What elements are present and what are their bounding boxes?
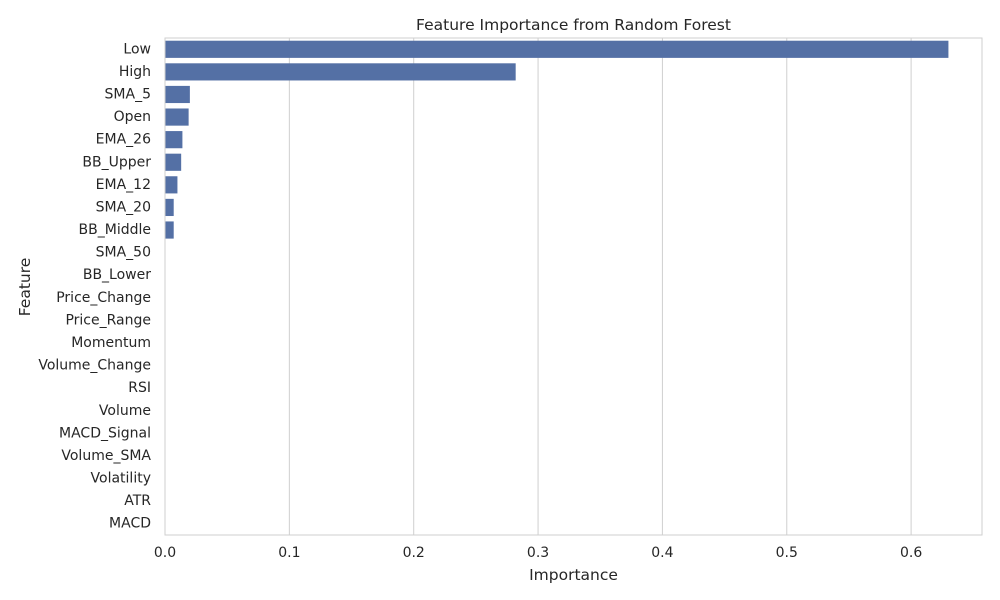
y-tick-label-macd-signal: MACD_Signal (59, 425, 151, 441)
bar-high (165, 63, 516, 81)
bar-sma-5 (165, 85, 190, 104)
x-tick-label: 0.2 (403, 545, 425, 561)
y-tick-label-volatility: Volatility (91, 471, 151, 487)
y-tick-label-ema-12: EMA_12 (96, 177, 151, 193)
y-tick-label-volume: Volume (99, 403, 151, 419)
bar-ema-12 (165, 176, 178, 194)
x-tick-label: 0.4 (651, 545, 673, 561)
y-tick-label-bb-middle: BB_Middle (79, 222, 151, 238)
x-tick-label: 0.5 (776, 545, 798, 561)
y-tick-label-volume-sma: Volume_SMA (61, 448, 151, 464)
y-tick-label-bb-upper: BB_Upper (82, 154, 151, 170)
x-tick-label: 0.1 (278, 545, 300, 561)
bar-low (165, 40, 949, 58)
chart-title: Feature Importance from Random Forest (416, 16, 731, 34)
y-tick-label-volume-change: Volume_Change (38, 358, 151, 374)
bar-sma-20 (165, 198, 174, 217)
y-tick-label-price-range: Price_Range (65, 312, 151, 328)
bar-bb-middle (165, 221, 174, 239)
y-tick-labels: Low High SMA_5 Open EMA_26 BB_Upper EMA_12 SMA_… (38, 41, 151, 531)
y-tick-label-sma-5: SMA_5 (105, 86, 151, 102)
bar-bb-upper (165, 153, 182, 171)
plot-area-frame (164, 37, 983, 536)
bars (165, 40, 949, 533)
y-tick-label-momentum: Momentum (71, 335, 151, 351)
y-axis-label: Feature (16, 258, 34, 317)
bar-open (165, 108, 189, 126)
y-tick-label-atr: ATR (124, 493, 151, 509)
x-tick-label: 0.3 (527, 545, 549, 561)
y-tick-label-rsi: RSI (128, 380, 151, 396)
x-axis-label: Importance (529, 566, 618, 584)
y-tick-label-ema-26: EMA_26 (96, 132, 151, 148)
y-tick-label-macd: MACD (109, 516, 151, 532)
x-tick-labels: 0.0 0.1 0.2 0.3 0.4 0.5 0.6 (154, 545, 922, 561)
bar-ema-26 (165, 131, 183, 149)
x-tick-label: 0.6 (900, 545, 922, 561)
y-tick-label-price-change: Price_Change (56, 290, 151, 306)
y-tick-label-low: Low (123, 41, 151, 57)
y-tick-label-sma-20: SMA_20 (96, 199, 151, 215)
y-tick-label-high: High (119, 64, 151, 80)
y-tick-label-open: Open (114, 109, 151, 125)
y-tick-label-sma-50: SMA_50 (96, 245, 151, 261)
x-tick-label: 0.0 (154, 545, 176, 561)
y-tick-label-bb-lower: BB_Lower (83, 267, 151, 283)
